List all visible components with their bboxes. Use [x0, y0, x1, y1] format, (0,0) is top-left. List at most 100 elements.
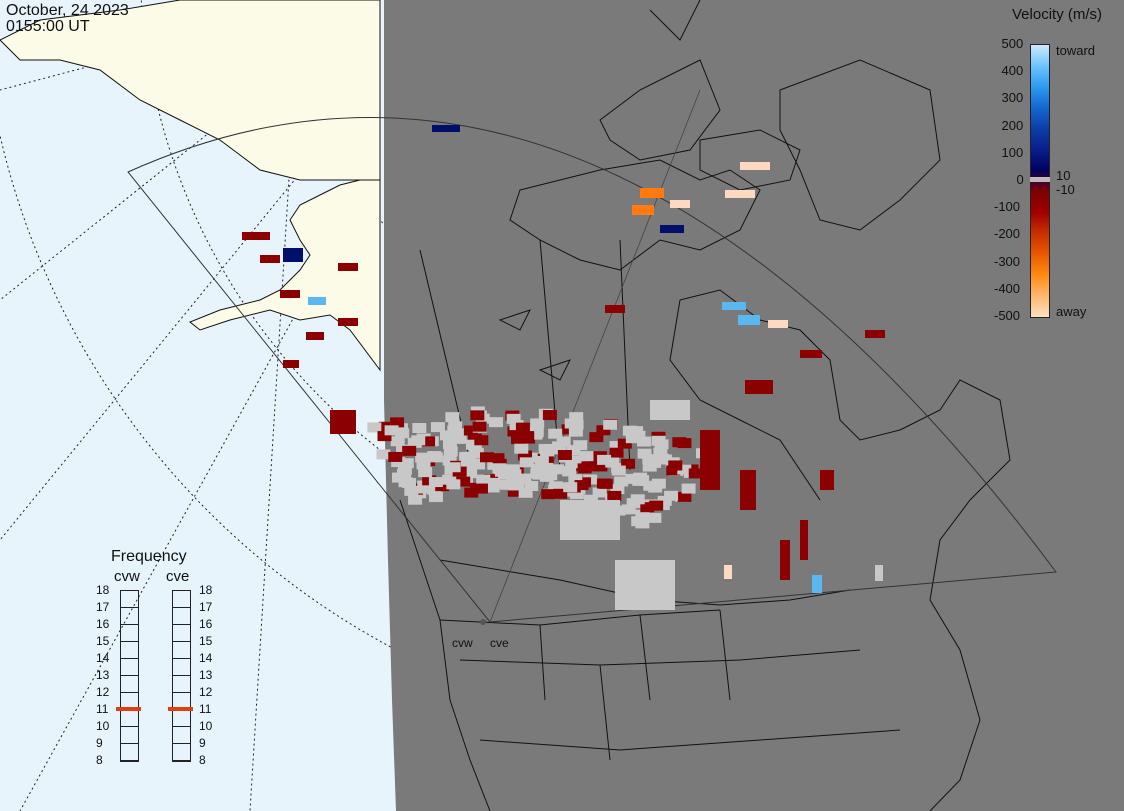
velocity-tick-label: 500	[1001, 36, 1024, 51]
scatter-cell	[609, 447, 624, 458]
scatter-cell	[402, 445, 417, 456]
scatter-cell	[280, 290, 300, 298]
velocity-away-label: away	[1056, 304, 1087, 319]
frequency-indicator	[116, 707, 141, 711]
scatter-layer	[242, 125, 885, 610]
scatter-cell	[614, 476, 629, 487]
scatter-cell	[539, 471, 554, 482]
velocity-toward-label: toward	[1056, 43, 1096, 58]
scatter-cell	[421, 436, 436, 447]
frequency-scale-label: 14	[199, 651, 213, 665]
frequency-scale-label: 10	[96, 719, 110, 733]
scatter-cell	[520, 431, 535, 442]
scatter-cell	[507, 486, 522, 497]
scatter-cell	[470, 459, 485, 470]
scatter-cell	[738, 315, 760, 325]
scatter-cell	[677, 491, 692, 502]
scatter-cell	[581, 461, 596, 472]
frequency-scale-label: 11	[96, 702, 109, 716]
frequency-radar-name: cve	[166, 568, 190, 585]
scatter-cell	[514, 443, 529, 454]
scatter-cell	[399, 458, 414, 469]
scatter-cell	[418, 467, 433, 478]
scatter-cell	[615, 560, 675, 610]
frequency-scale-label: 17	[96, 600, 110, 614]
radar-label-cvw: cvw	[452, 636, 473, 650]
scatter-cell	[402, 478, 417, 489]
scatter-cell	[566, 445, 581, 456]
scatter-cell	[621, 504, 636, 515]
scatter-cell	[609, 440, 624, 451]
scatter-cell	[820, 470, 834, 490]
scatter-cell	[542, 410, 557, 421]
scatter-cell	[283, 248, 303, 262]
scatter-cell	[740, 162, 770, 170]
scatter-cell	[442, 438, 457, 449]
scatter-cell	[688, 468, 703, 479]
scatter-cell	[596, 425, 611, 436]
scatter-cell	[607, 490, 622, 501]
scatter-cell	[768, 320, 788, 328]
scatter-cell	[660, 225, 684, 233]
scatter-cell	[561, 424, 576, 435]
scatter-cell	[377, 431, 392, 442]
scatter-cell	[462, 451, 477, 462]
velocity-tick-label: 200	[1001, 117, 1024, 133]
scatter-cell	[603, 419, 618, 430]
scatter-cell	[439, 430, 454, 441]
scatter-cell	[560, 500, 620, 540]
scatter-cell	[597, 454, 612, 465]
scatter-cell	[528, 429, 543, 440]
scatter-cell	[635, 518, 650, 529]
scatter-cell	[651, 435, 666, 446]
scatter-cell	[411, 435, 426, 446]
scatter-cell	[470, 410, 485, 421]
scatter-cell	[539, 462, 554, 473]
scatter-cell	[456, 476, 471, 487]
scatter-cell	[330, 410, 356, 434]
scatter-cell	[242, 232, 270, 240]
scatter-cell	[617, 438, 632, 449]
frequency-scale-label: 18	[96, 583, 110, 597]
scatter-cell	[637, 448, 652, 459]
scatter-cell	[502, 466, 517, 477]
frequency-scale-label: 13	[199, 668, 213, 682]
scatter-cell	[722, 302, 746, 310]
frequency-scale-label: 13	[96, 668, 110, 682]
scatter-cell	[486, 477, 501, 488]
scatter-cell	[780, 540, 790, 580]
frequency-scale-label: 16	[96, 617, 110, 631]
scatter-cell	[518, 487, 533, 498]
scatter-cell	[376, 449, 391, 460]
scatter-cell	[534, 455, 549, 466]
scatter-cell	[653, 447, 668, 458]
scatter-cell	[442, 455, 457, 466]
scatter-cell	[640, 502, 655, 513]
scatter-cell	[568, 474, 583, 485]
scatter-cell	[562, 466, 577, 477]
frequency-scale-label: 17	[199, 600, 213, 614]
scatter-cell	[745, 380, 773, 394]
scatter-cell	[681, 483, 696, 494]
scatter-cell	[556, 436, 571, 447]
velocity-tick-label: 100	[1001, 144, 1024, 160]
frequency-scale-label: 15	[199, 634, 213, 648]
scatter-cell	[865, 330, 885, 338]
frequency-scale-label: 18	[199, 583, 213, 597]
scatter-cell	[476, 474, 491, 485]
scatter-cell	[557, 450, 572, 461]
scatter-cell	[605, 305, 625, 313]
velocity-tick-label: 300	[1001, 90, 1024, 106]
fov-divider	[489, 89, 701, 623]
scatter-cell	[569, 458, 584, 469]
scatter-cell	[452, 433, 467, 444]
scatter-cell	[517, 450, 532, 461]
scatter-cell	[428, 452, 443, 463]
scatter-cell	[812, 575, 822, 593]
scatter-cell	[417, 483, 432, 494]
frequency-title: Frequency	[111, 548, 187, 565]
scatter-cell	[492, 463, 507, 474]
scatter-cell	[408, 494, 423, 505]
frequency-scale-label: 12	[96, 685, 110, 699]
scatter-cell	[800, 520, 808, 560]
